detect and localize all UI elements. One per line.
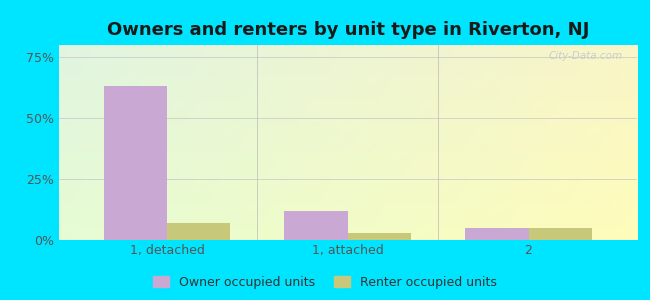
Text: City-Data.com: City-Data.com [549,51,623,61]
Bar [465,228,528,240]
Bar [104,86,167,240]
Bar [167,223,230,240]
Legend: Owner occupied units, Renter occupied units: Owner occupied units, Renter occupied un… [148,271,502,294]
Title: Owners and renters by unit type in Riverton, NJ: Owners and renters by unit type in River… [107,21,589,39]
Bar [348,233,411,240]
Bar [528,228,592,240]
Bar [285,211,348,240]
